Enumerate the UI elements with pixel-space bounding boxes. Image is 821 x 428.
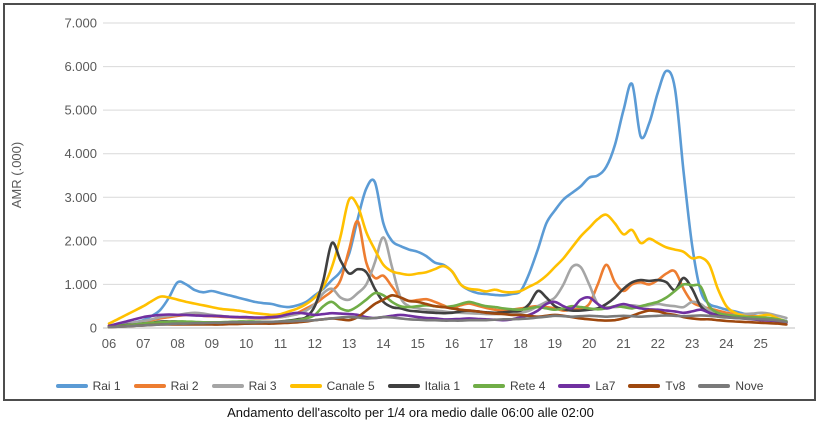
- x-tick-label: 12: [308, 336, 322, 351]
- legend-swatch-rai-2: [133, 384, 166, 388]
- legend-swatch-rai-1: [55, 384, 88, 388]
- x-tick-label: 10: [239, 336, 253, 351]
- y-tick-label: 2.000: [64, 233, 97, 248]
- y-axis-title: AMR (.000): [9, 142, 24, 208]
- x-tick-label: 18: [513, 336, 527, 351]
- y-tick-label: 7.000: [64, 16, 97, 31]
- y-tick-label: 3.000: [64, 190, 97, 205]
- x-tick-label: 23: [685, 336, 699, 351]
- series-line-nove: [107, 314, 788, 329]
- gridlines: [103, 22, 795, 329]
- legend-swatch-tv8: [628, 384, 661, 388]
- chart-container: AMR (.000) 0 1.000 2.000 3.000 4.000 5.000 6.0…: [3, 3, 816, 401]
- series-lines: [107, 69, 788, 329]
- legend-swatch-rete-4: [473, 384, 506, 388]
- series-line-rai-2: [107, 219, 788, 328]
- legend-item-tv8: Tv8: [628, 379, 685, 393]
- x-axis-tick-labels: 06 07 08 09 10 11 12 13 14 15 16 17 18 19 20 21 22 23 24 25: [102, 336, 768, 351]
- legend-label: Rai 1: [92, 379, 121, 393]
- x-tick-label: 17: [479, 336, 493, 351]
- y-tick-label: 5.000: [64, 103, 97, 118]
- legend-swatch-canale-5: [289, 384, 322, 388]
- x-tick-label: 13: [342, 336, 356, 351]
- legend-label: Nove: [735, 379, 764, 393]
- legend-swatch-rai-3: [211, 384, 244, 388]
- x-tick-label: 07: [136, 336, 150, 351]
- legend-item-rai-3: Rai 3: [211, 379, 277, 393]
- chart-legend: Rai 1 Rai 2 Rai 3 Canale 5 Italia 1 Rete 4 La7…: [5, 379, 814, 393]
- x-tick-label: 25: [753, 336, 767, 351]
- legend-label: Tv8: [665, 379, 686, 393]
- x-tick-label: 15: [410, 336, 424, 351]
- x-tick-label: 19: [548, 336, 562, 351]
- y-tick-label: 4.000: [64, 146, 97, 161]
- x-tick-label: 08: [170, 336, 184, 351]
- x-tick-label: 14: [376, 336, 390, 351]
- y-tick-label: 1.000: [64, 277, 97, 292]
- y-axis-tick-labels: 0 1.000 2.000 3.000 4.000 5.000 6.000 7.000: [64, 16, 97, 336]
- legend-item-nove: Nove: [698, 379, 763, 393]
- legend-item-canale-5: Canale 5: [289, 379, 375, 393]
- legend-swatch-italia-1: [387, 384, 420, 388]
- series-line-canale-5: [107, 196, 788, 325]
- legend-swatch-nove: [698, 384, 731, 388]
- legend-label: Rete 4: [510, 379, 546, 393]
- legend-label: La7: [595, 379, 616, 393]
- legend-item-la7: La7: [558, 379, 615, 393]
- x-tick-label: 24: [719, 336, 733, 351]
- chart-caption: Andamento dell'ascolto per 1/4 ora medio…: [227, 405, 594, 420]
- x-tick-label: 20: [582, 336, 596, 351]
- series-line-rai-1: [107, 69, 788, 328]
- x-tick-label: 21: [616, 336, 630, 351]
- x-tick-label: 16: [445, 336, 459, 351]
- legend-swatch-la7: [558, 384, 591, 388]
- legend-label: Canale 5: [326, 379, 375, 393]
- legend-item-rete-4: Rete 4: [473, 379, 545, 393]
- x-tick-label: 06: [102, 336, 116, 351]
- line-chart: AMR (.000) 0 1.000 2.000 3.000 4.000 5.000 6.0…: [9, 16, 795, 351]
- legend-label: Italia 1: [424, 379, 461, 393]
- legend-label: Rai 3: [248, 379, 277, 393]
- legend-item-rai-1: Rai 1: [55, 379, 121, 393]
- x-tick-label: 22: [651, 336, 665, 351]
- legend-item-italia-1: Italia 1: [387, 379, 461, 393]
- y-tick-label: 6.000: [64, 59, 97, 74]
- legend-label: Rai 2: [170, 379, 199, 393]
- y-tick-label: 0: [90, 321, 97, 336]
- x-tick-label: 09: [205, 336, 219, 351]
- x-tick-label: 11: [274, 336, 288, 351]
- legend-item-rai-2: Rai 2: [133, 379, 199, 393]
